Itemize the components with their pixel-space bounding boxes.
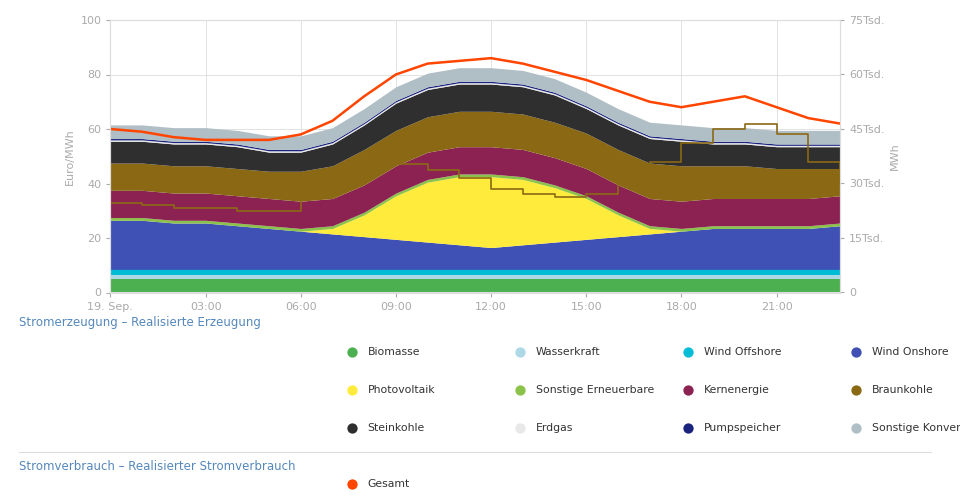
Text: Wasserkraft: Wasserkraft [536, 347, 600, 357]
Point [681, 348, 696, 356]
Point [849, 386, 864, 394]
Text: Wind Onshore: Wind Onshore [872, 347, 948, 357]
Text: Erdgas: Erdgas [536, 423, 573, 433]
Point [345, 348, 360, 356]
Text: Sonstige Konventionelle: Sonstige Konventionelle [872, 423, 960, 433]
Point [345, 424, 360, 432]
Point [513, 424, 528, 432]
Point [513, 386, 528, 394]
Text: Pumpspeicher: Pumpspeicher [704, 423, 781, 433]
Point [849, 424, 864, 432]
Y-axis label: MWh: MWh [890, 142, 900, 170]
Text: Braunkohle: Braunkohle [872, 385, 933, 395]
Point [513, 348, 528, 356]
Text: Biomasse: Biomasse [368, 347, 420, 357]
Text: Wind Offshore: Wind Offshore [704, 347, 781, 357]
Point [345, 480, 360, 488]
Point [345, 386, 360, 394]
Text: Stromerzeugung – Realisierte Erzeugung: Stromerzeugung – Realisierte Erzeugung [19, 316, 261, 329]
Text: Stromverbrauch – Realisierter Stromverbrauch: Stromverbrauch – Realisierter Stromverbr… [19, 460, 296, 473]
Point [849, 348, 864, 356]
Text: Gesamt: Gesamt [368, 479, 410, 489]
Text: Steinkohle: Steinkohle [368, 423, 425, 433]
Text: Sonstige Erneuerbare: Sonstige Erneuerbare [536, 385, 654, 395]
Text: Photovoltaik: Photovoltaik [368, 385, 435, 395]
Point [681, 386, 696, 394]
Point [681, 424, 696, 432]
Text: Kernenergie: Kernenergie [704, 385, 770, 395]
Y-axis label: Euro/MWh: Euro/MWh [65, 128, 75, 184]
